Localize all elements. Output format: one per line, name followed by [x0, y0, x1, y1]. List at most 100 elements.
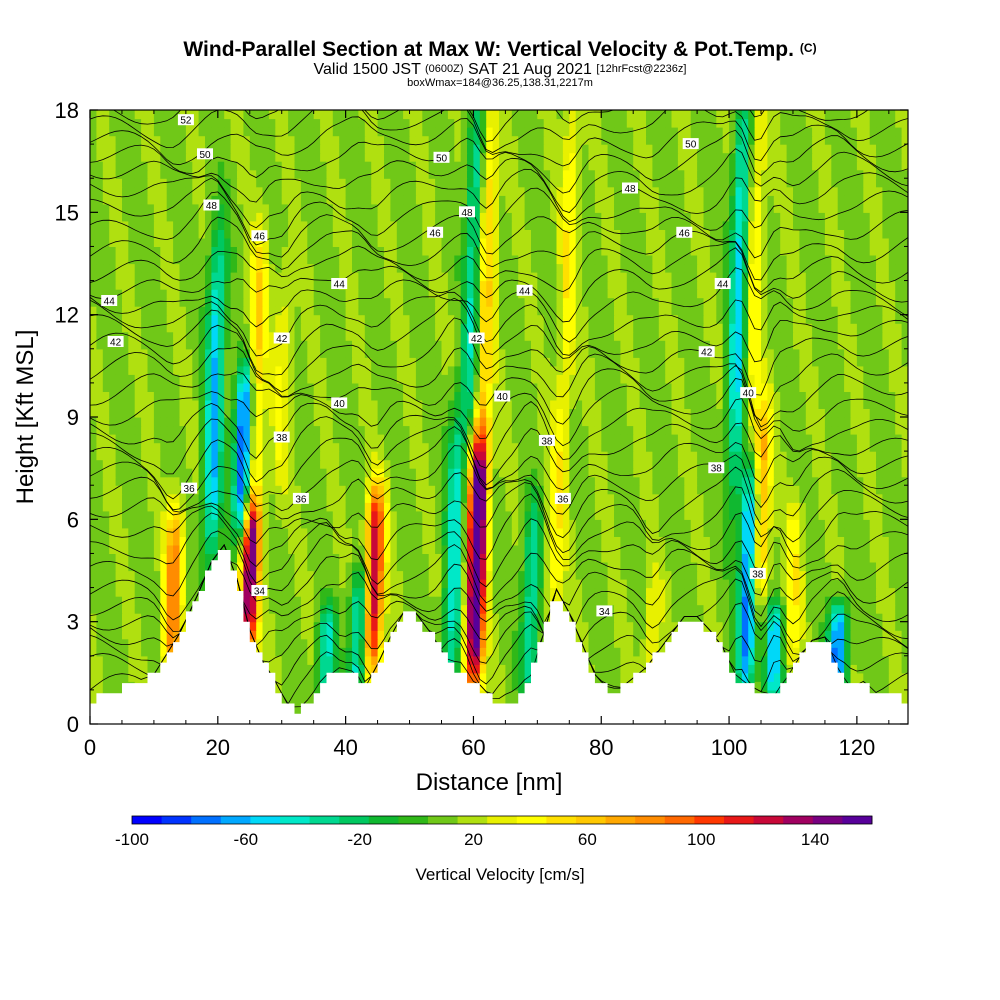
- velocity-cell: [192, 527, 200, 537]
- velocity-cell: [447, 399, 455, 409]
- velocity-cell: [690, 493, 698, 503]
- velocity-cell: [90, 536, 97, 546]
- velocity-cell: [633, 536, 641, 546]
- velocity-cell: [844, 621, 852, 631]
- velocity-cell: [288, 451, 296, 461]
- velocity-cell: [562, 544, 570, 554]
- velocity-cell: [409, 544, 417, 554]
- velocity-cell: [799, 442, 807, 452]
- velocity-cell: [217, 544, 225, 554]
- velocity-cell: [115, 681, 123, 691]
- velocity-cell: [601, 399, 609, 409]
- velocity-cell: [326, 527, 334, 537]
- velocity-cell: [486, 621, 494, 631]
- velocity-cell: [320, 442, 328, 452]
- velocity-cell: [390, 527, 398, 537]
- velocity-cell: [856, 391, 864, 401]
- velocity-cell: [658, 638, 666, 648]
- velocity-cell: [128, 510, 136, 520]
- velocity-cell: [307, 647, 315, 657]
- velocity-cell: [876, 468, 883, 478]
- velocity-cell: [454, 425, 462, 435]
- velocity-cell: [729, 417, 737, 427]
- velocity-cell: [90, 391, 97, 401]
- velocity-cell: [748, 502, 756, 512]
- velocity-cell: [185, 425, 193, 435]
- velocity-cell: [524, 647, 532, 657]
- velocity-cell: [237, 527, 244, 537]
- velocity-cell: [486, 451, 494, 461]
- velocity-cell: [109, 681, 117, 691]
- velocity-cell: [786, 630, 794, 640]
- velocity-cell: [447, 519, 455, 529]
- velocity-cell: [856, 536, 864, 546]
- velocity-cell: [390, 425, 398, 435]
- velocity-cell: [339, 579, 347, 589]
- velocity-cell: [805, 544, 813, 554]
- velocity-cell: [492, 451, 500, 461]
- velocity-cell: [102, 587, 110, 597]
- velocity-cell: [345, 621, 353, 631]
- velocity-cell: [658, 553, 666, 563]
- velocity-cell: [703, 451, 711, 461]
- velocity-cell: [358, 647, 366, 657]
- velocity-cell: [882, 579, 890, 589]
- velocity-cell: [562, 536, 570, 546]
- velocity-cell: [479, 527, 487, 537]
- velocity-cell: [767, 519, 775, 529]
- velocity-cell: [863, 647, 871, 657]
- velocity-cell: [524, 638, 532, 648]
- velocity-cell: [614, 459, 621, 469]
- velocity-cell: [850, 630, 858, 640]
- velocity-cell: [633, 544, 641, 554]
- velocity-cell: [122, 451, 129, 461]
- velocity-cell: [160, 647, 168, 657]
- velocity-cell: [237, 485, 244, 495]
- velocity-cell: [844, 451, 852, 461]
- velocity-cell: [863, 502, 871, 512]
- velocity-cell: [748, 630, 756, 640]
- velocity-cell: [339, 417, 347, 427]
- velocity-cell: [703, 417, 711, 427]
- velocity-cell: [256, 442, 264, 452]
- velocity-cell: [192, 425, 200, 435]
- velocity-cell: [281, 672, 289, 682]
- velocity-cell: [473, 468, 481, 478]
- velocity-cell: [345, 442, 353, 452]
- velocity-cell: [102, 604, 110, 614]
- velocity-cell: [109, 527, 117, 537]
- velocity-cell: [639, 638, 647, 648]
- velocity-cell: [780, 391, 788, 401]
- velocity-cell: [122, 587, 129, 597]
- velocity-cell: [658, 399, 666, 409]
- velocity-cell: [626, 451, 634, 461]
- velocity-cell: [799, 391, 807, 401]
- velocity-cell: [288, 536, 296, 546]
- velocity-cell: [588, 562, 596, 572]
- velocity-cell: [403, 493, 411, 503]
- velocity-cell: [441, 510, 449, 520]
- velocity-cell: [435, 485, 443, 495]
- velocity-cell: [614, 536, 621, 546]
- velocity-cell: [256, 408, 264, 418]
- velocity-cell: [665, 604, 673, 614]
- velocity-cell: [460, 417, 468, 427]
- velocity-cell: [671, 596, 679, 606]
- velocity-cell: [486, 655, 494, 665]
- velocity-cell: [332, 493, 340, 503]
- velocity-cell: [767, 493, 775, 503]
- velocity-cell: [102, 544, 110, 554]
- velocity-cell: [153, 510, 161, 520]
- velocity-cell: [243, 596, 251, 606]
- velocity-cell: [780, 399, 788, 409]
- velocity-cell: [850, 621, 858, 631]
- velocity-cell: [767, 434, 775, 444]
- velocity-cell: [326, 391, 334, 401]
- velocity-cell: [626, 408, 634, 418]
- velocity-cell: [345, 408, 353, 418]
- velocity-cell: [607, 655, 615, 665]
- velocity-cell: [780, 570, 788, 580]
- velocity-cell: [352, 544, 359, 554]
- velocity-cell: [869, 647, 877, 657]
- velocity-cell: [531, 527, 538, 537]
